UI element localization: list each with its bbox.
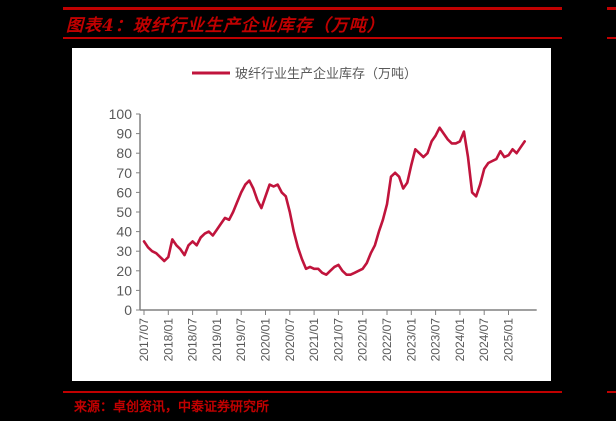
x-tick-label: 2021/01	[307, 318, 321, 362]
source-note: 来源：卓创资讯，中泰证券研究所	[74, 400, 270, 415]
y-tick-label: 30	[116, 243, 132, 259]
legend-label: 玻纤行业生产企业库存（万吨）	[235, 66, 417, 81]
header-top-rule-right	[607, 7, 616, 10]
x-tick-label: 2017/07	[137, 318, 151, 362]
inventory-series-line	[142, 126, 527, 276]
header-bottom-rule-right	[607, 37, 616, 39]
y-tick-label: 10	[116, 282, 132, 298]
x-tick-label: 2024/07	[477, 318, 491, 362]
y-tick-label: 100	[109, 106, 133, 122]
y-tick-label: 40	[116, 224, 132, 240]
y-tick-label: 70	[116, 165, 132, 181]
footer-rule	[63, 391, 562, 393]
x-tick-label: 2021/07	[331, 318, 345, 362]
header-bottom-rule	[63, 37, 562, 39]
y-tick-label: 80	[116, 145, 132, 161]
y-tick-label: 50	[116, 204, 132, 220]
x-tick-label: 2020/01	[259, 318, 273, 362]
x-tick-label: 2022/07	[380, 318, 394, 362]
y-tick-label: 0	[124, 302, 132, 318]
header-top-rule	[63, 7, 562, 10]
y-tick-label: 60	[116, 184, 132, 200]
y-tick-label: 90	[116, 126, 132, 142]
x-tick-label: 2023/01	[404, 318, 418, 362]
footer-rule-right	[607, 391, 616, 393]
x-tick-label: 2023/07	[429, 318, 443, 362]
chart-panel: 玻纤行业生产企业库存（万吨） 0 10 20 30 40 50 60 70 80 90 100 2017…	[72, 48, 551, 381]
x-tick-label: 2022/01	[356, 318, 370, 362]
figure-title: 图表4：玻纤行业生产企业库存（万吨）	[66, 16, 385, 36]
x-tick-label: 2018/01	[161, 318, 175, 362]
y-tick-label: 20	[116, 263, 132, 279]
x-tick-label: 2025/01	[502, 318, 516, 362]
x-tick-label: 2024/01	[453, 318, 467, 362]
line-chart: 玻纤行业生产企业库存（万吨） 0 10 20 30 40 50 60 70 80 90 100 2017…	[109, 66, 537, 362]
x-tick-label: 2020/07	[283, 318, 297, 362]
x-tick-label: 2019/07	[234, 318, 248, 362]
x-tick-label: 2019/01	[210, 318, 224, 362]
x-tick-label: 2018/07	[186, 318, 200, 362]
